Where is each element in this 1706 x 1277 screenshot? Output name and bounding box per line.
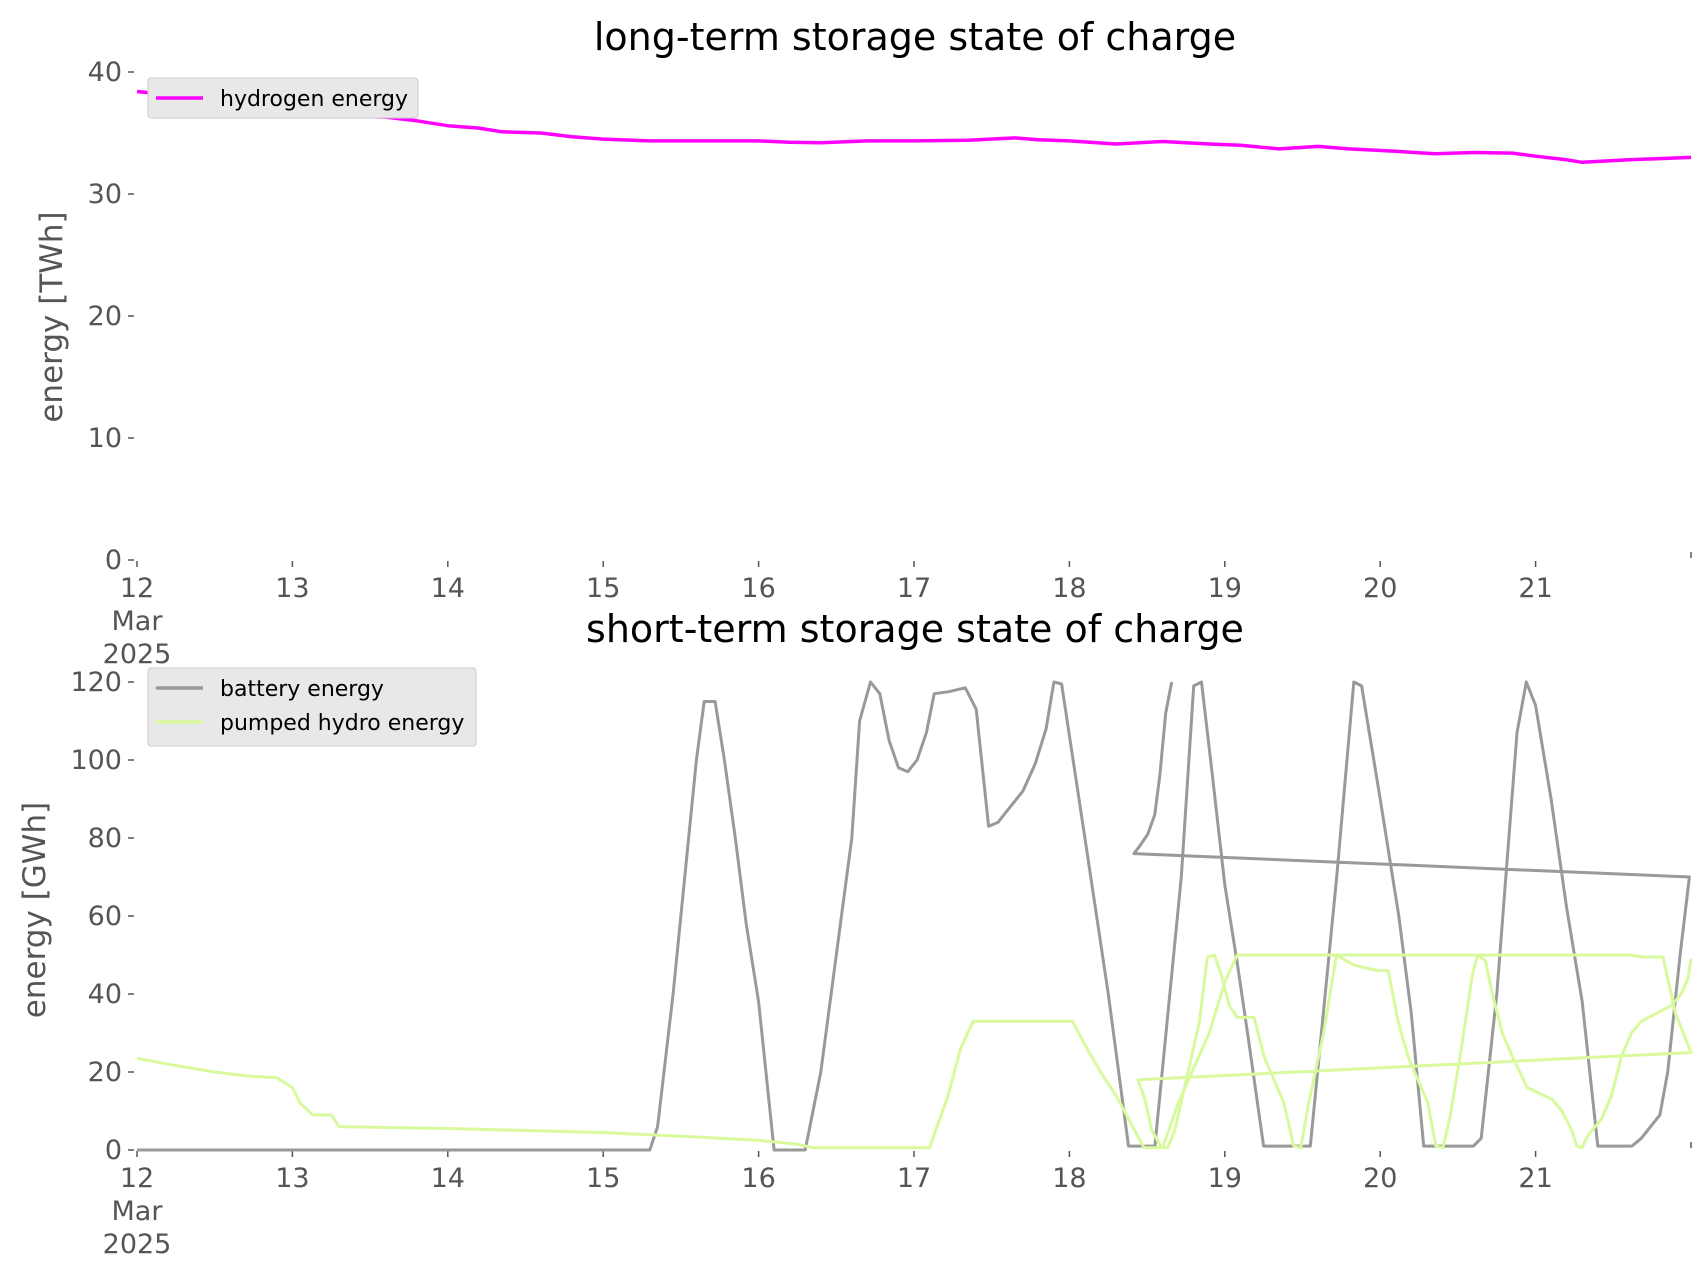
x-tick-sublabel: 2025 xyxy=(103,639,172,670)
y-axis: 0 10 20 30 40 xyxy=(88,57,134,576)
chart-title: long-term storage state of charge xyxy=(594,15,1236,59)
x-tick-sublabel: Mar xyxy=(112,1196,164,1227)
series-line xyxy=(136,89,1692,165)
x-tick-label: 13 xyxy=(275,573,309,604)
plot-lines xyxy=(136,89,1692,165)
series-line xyxy=(137,680,1691,1152)
y-tick-label: 120 xyxy=(70,667,122,698)
x-tick-label: 21 xyxy=(1518,573,1552,604)
y-tick-label: 20 xyxy=(88,1057,122,1088)
x-tick-label: 14 xyxy=(431,573,465,604)
y-axis-label: energy [GWh] xyxy=(17,802,53,1018)
legend: battery energy pumped hydro energy xyxy=(147,667,477,747)
x-tick-label: 14 xyxy=(431,1163,465,1194)
y-tick-label: 40 xyxy=(88,979,122,1010)
y-tick-label: 0 xyxy=(105,545,122,576)
x-tick-label: 21 xyxy=(1518,1163,1552,1194)
y-tick-label: 30 xyxy=(88,179,122,210)
legend-label: hydrogen energy xyxy=(220,87,408,112)
y-tick-label: 40 xyxy=(88,57,122,88)
x-tick-label: 13 xyxy=(275,1163,309,1194)
y-tick-label: 0 xyxy=(105,1135,122,1166)
x-tick-label: 12 xyxy=(120,1163,154,1194)
x-tick-label: 20 xyxy=(1363,573,1397,604)
plot-lines xyxy=(136,680,1693,1152)
legend-box xyxy=(147,667,477,747)
short-term-chart: short-term storage state of charge 0 20 40… xyxy=(17,607,1693,1260)
x-tick-label: 19 xyxy=(1208,1163,1242,1194)
legend-label: pumped hydro energy xyxy=(220,711,464,736)
x-tick-label: 12 xyxy=(120,573,154,604)
legend: hydrogen energy xyxy=(147,77,419,119)
x-tick-label: 15 xyxy=(586,1163,620,1194)
series-line xyxy=(136,953,1693,1150)
x-tick-label: 20 xyxy=(1363,1163,1397,1194)
x-tick-label: 17 xyxy=(897,573,931,604)
x-tick-sublabel: Mar xyxy=(112,606,164,637)
x-tick-label: 16 xyxy=(741,1163,775,1194)
y-axis: 0 20 40 60 80 100 120 xyxy=(70,667,134,1166)
x-tick-label: 18 xyxy=(1052,1163,1086,1194)
y-axis-label: energy [TWh] xyxy=(34,211,70,422)
chart-title: short-term storage state of charge xyxy=(586,607,1244,651)
x-tick-label: 17 xyxy=(897,1163,931,1194)
x-tick-label: 19 xyxy=(1208,573,1242,604)
x-tick-label: 18 xyxy=(1052,573,1086,604)
x-tick-sublabel: 2025 xyxy=(103,1229,172,1260)
y-tick-label: 80 xyxy=(88,823,122,854)
y-tick-label: 60 xyxy=(88,901,122,932)
long-term-chart: long-term storage state of charge 0 10 20 3… xyxy=(34,15,1692,670)
y-tick-label: 100 xyxy=(70,745,122,776)
legend-label: battery energy xyxy=(220,677,384,702)
y-tick-label: 10 xyxy=(88,423,122,454)
x-tick-label: 16 xyxy=(741,573,775,604)
x-tick-label: 15 xyxy=(586,573,620,604)
legend-box xyxy=(147,77,419,119)
y-tick-label: 20 xyxy=(88,301,122,332)
